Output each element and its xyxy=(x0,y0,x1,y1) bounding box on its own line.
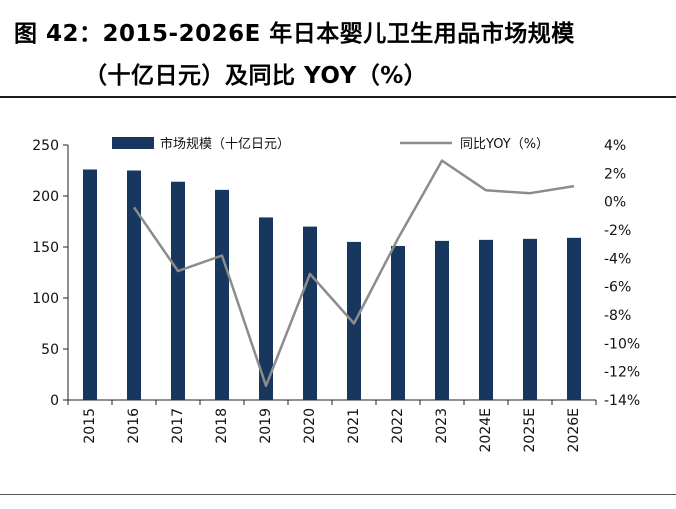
bar-2025E xyxy=(523,238,537,400)
right-axis-tick-label: -12% xyxy=(604,365,640,381)
right-axis-tick-label: -10% xyxy=(604,336,640,352)
right-axis-tick-label: -6% xyxy=(604,280,631,296)
left-axis-tick-label: 50 xyxy=(41,342,59,358)
x-axis-label-2022: 2022 xyxy=(390,408,406,444)
figure-title-line-1: 图 42：2015-2026E 年日本婴儿卫生用品市场规模 xyxy=(14,21,575,47)
bar-2024E xyxy=(479,239,493,400)
x-axis-label-2021: 2021 xyxy=(346,408,362,444)
bar-2019 xyxy=(259,217,273,400)
right-axis-tick-label: -4% xyxy=(604,251,631,267)
left-axis-tick-label: 100 xyxy=(32,291,59,307)
x-axis-label-2016: 2016 xyxy=(126,408,142,444)
left-axis-tick-label: 0 xyxy=(50,393,59,409)
bar-2020 xyxy=(303,226,317,400)
figure-title: 图 42：2015-2026E 年日本婴儿卫生用品市场规模 （十亿日元）及同比 … xyxy=(0,0,676,98)
figure-title-line-2: （十亿日元）及同比 YOY（%） xyxy=(84,63,428,89)
market-size-chart: 0 50 100 150 200 250 4% 2% 0% -2% -4% -6% -8% -10% -12… xyxy=(32,136,640,452)
bar-2015 xyxy=(83,169,97,400)
right-axis-tick-label: 4% xyxy=(604,138,626,154)
bar-2017 xyxy=(171,181,185,400)
x-axis-label-2023: 2023 xyxy=(434,408,450,444)
bottom-divider xyxy=(0,494,676,495)
left-axis-tick-label: 200 xyxy=(32,189,59,205)
bar-2026E xyxy=(567,237,581,400)
x-axis-label-2018: 2018 xyxy=(214,408,230,444)
x-axis-label-2020: 2020 xyxy=(302,408,318,444)
legend-bar-swatch xyxy=(112,137,154,149)
right-axis-tick-label: 0% xyxy=(604,195,626,211)
left-axis-tick-label: 250 xyxy=(32,138,59,154)
bar-2016 xyxy=(127,170,141,400)
right-axis-tick-label: -2% xyxy=(604,223,631,239)
x-axis-label-2017: 2017 xyxy=(170,408,186,444)
left-axis-tick-label: 150 xyxy=(32,240,59,256)
legend-bar-label: 市场规模（十亿日元） xyxy=(160,136,290,152)
right-axis-tick-label: -14% xyxy=(604,393,640,409)
x-axis-label-2025E: 2025E xyxy=(522,408,538,452)
x-axis-label-2026E: 2026E xyxy=(566,408,582,452)
bar-2022 xyxy=(391,245,405,400)
bar-2018 xyxy=(215,189,229,400)
x-axis-label-2019: 2019 xyxy=(258,408,274,444)
right-axis-tick-label: -8% xyxy=(604,308,631,324)
legend-line-label: 同比YOY（%） xyxy=(460,137,549,152)
x-axis-label-2015: 2015 xyxy=(82,408,98,444)
x-axis-label-2024E: 2024E xyxy=(478,408,494,452)
title-divider xyxy=(0,96,676,98)
bar-2023 xyxy=(435,240,449,400)
right-axis-tick-label: 2% xyxy=(604,166,626,182)
